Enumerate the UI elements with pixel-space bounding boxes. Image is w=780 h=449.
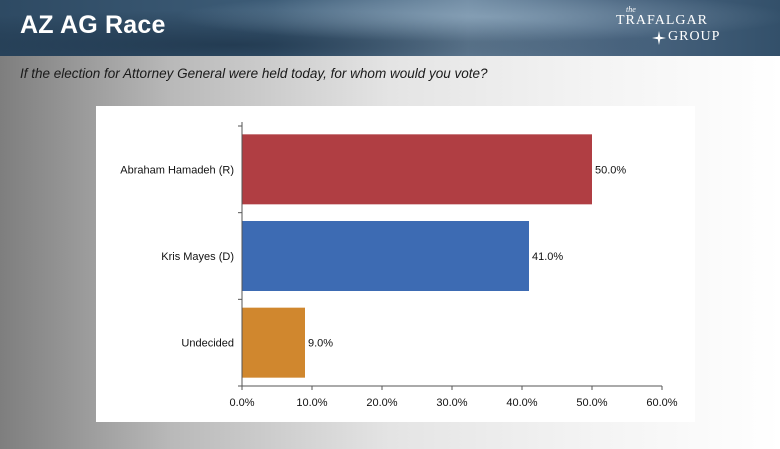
value-label-0: 50.0% [595,164,626,176]
bar-chart: Abraham Hamadeh (R) 50.0% Kris Mayes (D) 41… [120,122,678,409]
category-label-0: Abraham Hamadeh (R) [120,164,234,176]
bar-2 [242,307,305,378]
category-label-1: Kris Mayes (D) [161,251,234,263]
trafalgar-logo: the TRAFALGAR GROUP [610,5,760,49]
x-tick-label-2: 20.0% [366,397,397,409]
logo-line1: TRAFALGAR [616,13,708,28]
x-tick-label-4: 40.0% [506,397,537,409]
bar-0 [242,134,592,205]
compass-star-icon [652,31,666,45]
page-title: AZ AG Race [20,11,166,39]
category-label-2: Undecided [181,338,234,350]
chart-panel: Abraham Hamadeh (R) 50.0% Kris Mayes (D) 41… [96,106,695,422]
x-tick-label-5: 50.0% [576,397,607,409]
value-label-2: 9.0% [308,338,333,350]
x-tick-label-1: 10.0% [296,397,327,409]
survey-question: If the election for Attorney General wer… [20,66,488,81]
bar-1 [242,221,529,291]
x-tick-label-3: 30.0% [436,397,467,409]
x-tick-label-0: 0.0% [229,397,254,409]
logo-line2: GROUP [668,29,721,44]
x-tick-label-6: 60.0% [646,397,677,409]
logo-the: the [626,5,636,14]
value-label-1: 41.0% [532,251,563,263]
header-banner: AZ AG Race the TRAFALGAR GROUP [0,0,780,56]
